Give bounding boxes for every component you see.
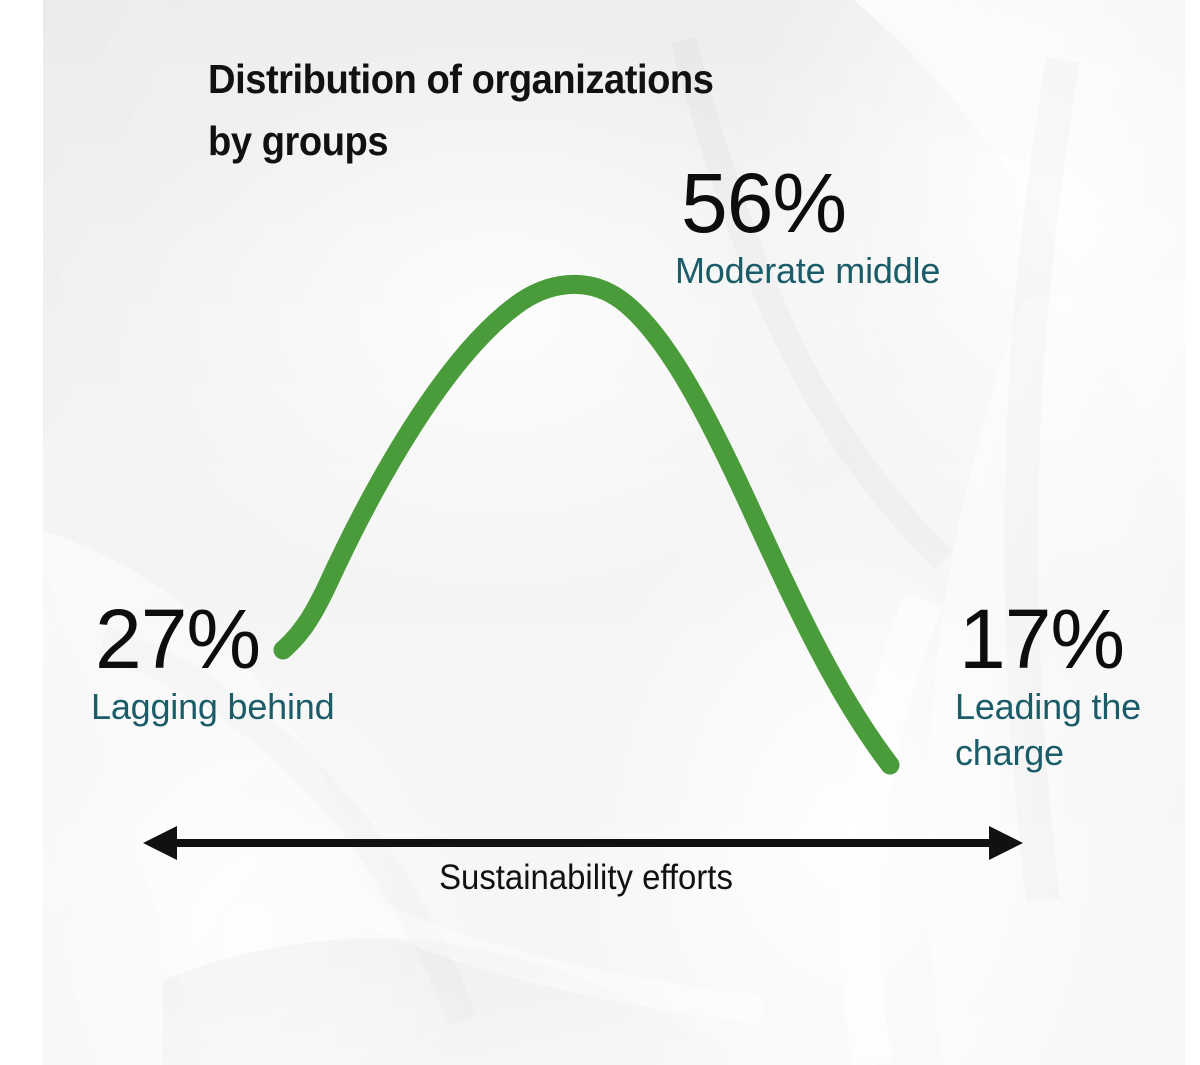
stat-lagging-behind: 27% Lagging behind — [91, 596, 421, 730]
stat-value-leading-the-charge: 17% — [959, 592, 1125, 686]
axis-double-arrow-icon — [143, 826, 1023, 860]
content-panel: Distribution of organizations by groups … — [43, 0, 1185, 1065]
stat-label-lagging-behind: Lagging behind — [91, 686, 335, 727]
stat-leading-the-charge: 17% Leading the charge — [955, 596, 1185, 776]
stat-value-lagging-behind: 27% — [95, 592, 261, 686]
page-title: Distribution of organizations by groups — [208, 56, 714, 164]
stat-label-moderate-middle: Moderate middle — [675, 250, 941, 291]
stat-moderate-middle: 56% Moderate middle — [675, 160, 1055, 294]
background-leaf-texture — [43, 0, 1185, 1065]
stat-value-moderate-middle: 56% — [681, 156, 847, 250]
stat-label-leading-the-charge: Leading the charge — [955, 686, 1141, 773]
axis-label-sustainability-efforts: Sustainability efforts — [439, 858, 733, 897]
